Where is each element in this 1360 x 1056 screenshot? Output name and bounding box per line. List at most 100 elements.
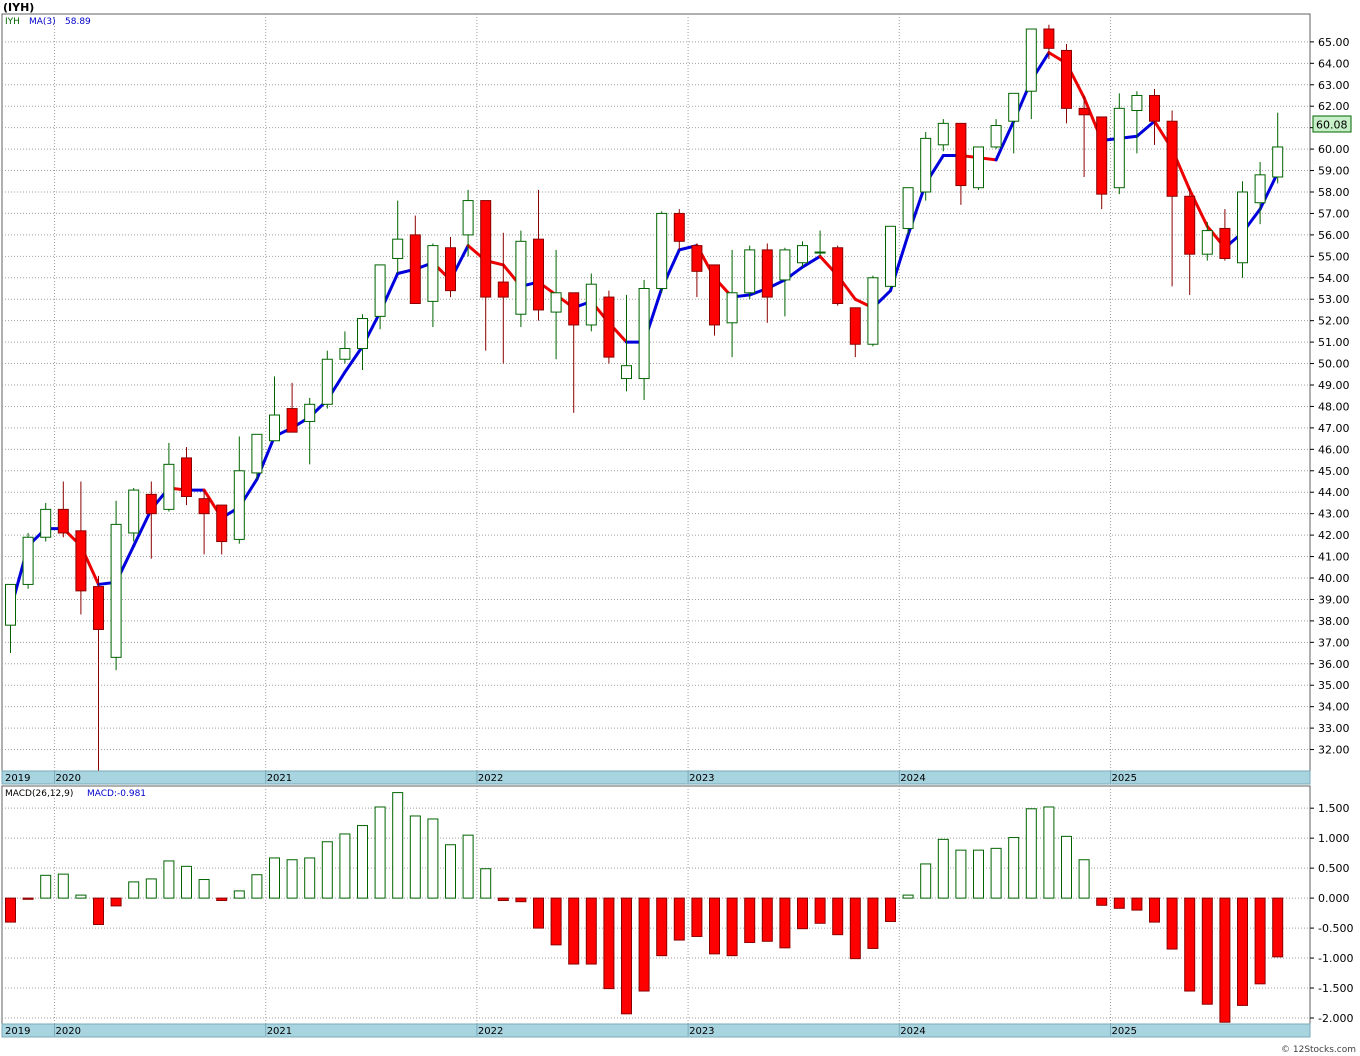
- macd-bar: [937, 838, 949, 899]
- macd-tick-label: -2.000: [1318, 1012, 1353, 1025]
- macd-tick-label: 1.000: [1318, 832, 1350, 845]
- price-tick-label: 49.00: [1318, 379, 1350, 392]
- candle: [1272, 112, 1284, 184]
- price-date-band: [1, 770, 1311, 785]
- price-tick-label: 64.00: [1318, 57, 1350, 70]
- candle-body: [533, 238, 544, 311]
- candle: [57, 481, 69, 538]
- macd-bar: [656, 897, 668, 957]
- macd-bar: [673, 897, 685, 941]
- candle: [709, 264, 720, 336]
- candle: [1237, 181, 1248, 278]
- candle-body: [990, 125, 1002, 148]
- candle-body: [797, 245, 808, 264]
- macd-bar: [515, 897, 527, 903]
- macd-bar: [181, 865, 192, 899]
- date-label: 2019: [5, 1026, 30, 1037]
- price-panel-frame: [1, 13, 1311, 772]
- candle: [145, 481, 157, 559]
- candle-body: [427, 245, 439, 302]
- macd-axis: 1.500 1.000 0.500 0.000 -0.500 -1.000 -1.500 -2…: [1310, 802, 1353, 1025]
- candle-body: [1272, 146, 1284, 178]
- candle-body: [269, 414, 280, 442]
- macd-bar: [1184, 897, 1196, 992]
- candle-body: [673, 212, 685, 242]
- candle-body: [973, 146, 984, 189]
- macd-bar: [392, 792, 404, 899]
- candle-body: [57, 508, 69, 534]
- candle: [1061, 44, 1072, 124]
- price-tick-label: 60.00: [1318, 143, 1350, 156]
- candle: [867, 275, 879, 347]
- candle-body: [920, 137, 932, 193]
- macd-bar: [216, 897, 228, 902]
- candle: [445, 237, 456, 298]
- candle-body: [22, 536, 34, 585]
- macd-bar: [1096, 897, 1108, 906]
- candle-body: [480, 200, 492, 298]
- ma-segment: [343, 344, 364, 374]
- macd-bar: [339, 833, 351, 899]
- candle: [321, 350, 333, 409]
- candle: [797, 241, 808, 268]
- macd-bar: [1043, 806, 1055, 899]
- macd-legend-label: MACD(26,12,9): [5, 789, 73, 799]
- date-label: 2019: [5, 773, 30, 784]
- macd-panel-frame: [1, 785, 1311, 1025]
- candle-body: [1201, 230, 1213, 255]
- candle: [515, 230, 527, 328]
- macd-bar: [163, 860, 175, 899]
- candle: [691, 243, 703, 298]
- candle: [849, 307, 861, 358]
- macd-bar: [691, 897, 703, 937]
- macd-bar: [1166, 897, 1178, 950]
- candle: [1166, 110, 1178, 287]
- candle-body: [286, 408, 298, 433]
- price-tick-label: 52.00: [1318, 315, 1350, 328]
- candle-body: [1078, 107, 1090, 116]
- candle: [286, 382, 298, 433]
- candle: [1008, 92, 1020, 154]
- macd-bar: [1078, 859, 1090, 899]
- macd-bar: [709, 897, 720, 955]
- macd-bar: [480, 868, 492, 899]
- price-tick-label: 56.00: [1318, 229, 1350, 242]
- macd-tick-label: -1.500: [1318, 982, 1353, 995]
- macd-bar: [867, 897, 879, 949]
- macd-bar: [920, 863, 932, 899]
- macd-bar: [57, 873, 69, 899]
- candle: [181, 447, 192, 506]
- macd-bar: [321, 841, 333, 899]
- candle: [128, 487, 140, 542]
- macd-bar: [1149, 897, 1160, 923]
- candle-body: [849, 307, 861, 345]
- price-tick-label: 63.00: [1318, 79, 1350, 92]
- macd-bar: [93, 897, 104, 925]
- legend-ma-label: MA(3): [29, 17, 56, 27]
- candle: [937, 119, 949, 152]
- macd-bar: [251, 874, 263, 899]
- candle-body: [1061, 49, 1072, 109]
- candle-body: [1008, 92, 1020, 122]
- macd-bar: [75, 894, 87, 899]
- macd-bar: [198, 879, 210, 899]
- macd-bar: [761, 897, 773, 942]
- candle: [1043, 24, 1055, 60]
- macd-bar: [1237, 897, 1248, 1006]
- macd-bar: [1008, 837, 1020, 899]
- date-label: 2020: [56, 773, 81, 784]
- macd-bar: [885, 897, 896, 922]
- last-price-tag-box: [1312, 115, 1352, 133]
- candle-body: [585, 283, 597, 326]
- macd-bar: [1131, 897, 1143, 911]
- candle-body: [1096, 116, 1108, 195]
- macd-bar: [726, 897, 738, 957]
- candle-body: [1043, 28, 1055, 49]
- macd-bar: [797, 897, 808, 930]
- last-price-tag-value: 60.08: [1316, 119, 1348, 132]
- candle: [427, 243, 439, 328]
- price-tick-label: 32.00: [1318, 744, 1350, 757]
- candle-body: [1219, 227, 1231, 259]
- candle: [163, 442, 175, 512]
- macd-bar: [40, 874, 52, 899]
